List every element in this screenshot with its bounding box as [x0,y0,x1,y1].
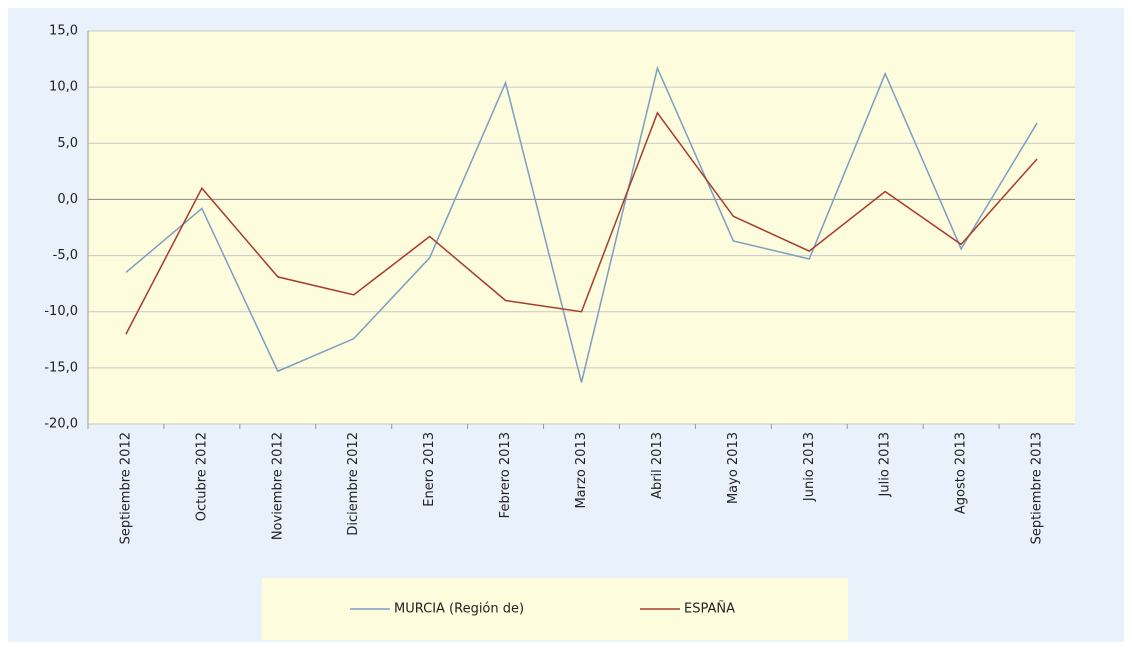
x-tick-label: Junio 2013 [802,432,817,502]
series-line [125,65,1038,383]
y-tick-label: -20,0 [44,417,78,432]
x-tick-label: Mayo 2013 [726,432,741,504]
y-tick-label: 10,0 [49,80,78,95]
legend-box [262,578,848,640]
x-tick-label: Julio 2013 [878,432,893,497]
y-tick-label: 0,0 [57,192,78,207]
x-tick-label: Marzo 2013 [574,432,589,509]
x-tick-label: Diciembre 2012 [346,432,361,536]
y-tick-label: 5,0 [57,136,78,151]
x-tick-label: Octubre 2012 [194,432,209,521]
x-tick-label: Noviembre 2012 [270,432,285,540]
x-tick-label: Septiembre 2013 [1030,432,1045,544]
plot-area [88,31,1075,424]
x-tick-label: Abril 2013 [650,432,665,499]
x-tick-label: Septiembre 2012 [118,432,133,544]
x-tick-label: Febrero 2013 [498,432,513,518]
legend-label: ESPAÑA [684,601,735,617]
x-tick-label: Agosto 2013 [954,432,969,514]
legend-label: MURCIA (Región de) [394,602,524,617]
x-tick-label: Enero 2013 [422,432,437,507]
y-tick-label: 15,0 [49,24,78,39]
series-line [125,111,1038,335]
y-tick-label: -15,0 [44,360,78,375]
y-tick-label: -5,0 [53,248,78,263]
y-tick-label: -10,0 [44,304,78,319]
